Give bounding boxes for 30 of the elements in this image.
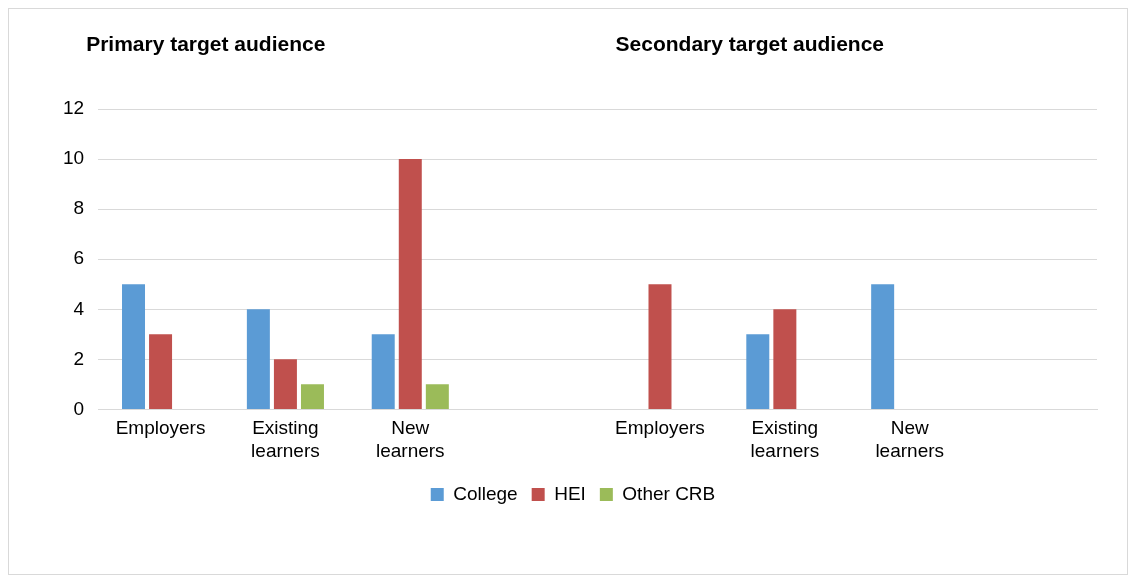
- y-tick-label: 4: [73, 297, 85, 319]
- legend-label: Other CRB: [622, 482, 716, 504]
- x-tick-label: Employers: [615, 417, 705, 439]
- x-tick-label: New learners: [375, 417, 445, 461]
- bar: [273, 359, 297, 409]
- y-tick-label: 2: [73, 347, 85, 369]
- y-tick-label: 8: [73, 197, 85, 219]
- bar: [371, 334, 395, 409]
- y-tick-label: 6: [73, 247, 85, 269]
- bar: [773, 309, 797, 409]
- bar: [425, 384, 449, 409]
- bar: [648, 284, 672, 409]
- bar: [398, 159, 422, 409]
- text: Secondary target audience: [615, 31, 884, 55]
- x-tick-label: Employers: [115, 417, 206, 439]
- legend-label: HEI: [554, 482, 586, 504]
- x-tick-label: New learners: [875, 417, 945, 461]
- bar: [300, 384, 324, 409]
- x-tick-label: Existing learners: [750, 417, 820, 461]
- legend-label: College: [453, 482, 518, 504]
- y-tick-label: 0: [73, 397, 85, 419]
- text: Primary target audience: [86, 31, 326, 55]
- bar: [246, 309, 270, 409]
- bar: [871, 284, 895, 409]
- y-tick-label: 10: [62, 147, 85, 169]
- bar: [122, 284, 146, 409]
- x-tick-label: Existing learners: [251, 417, 320, 461]
- bar: [149, 334, 173, 409]
- y-tick-label: 12: [62, 97, 85, 119]
- bar: [746, 334, 770, 409]
